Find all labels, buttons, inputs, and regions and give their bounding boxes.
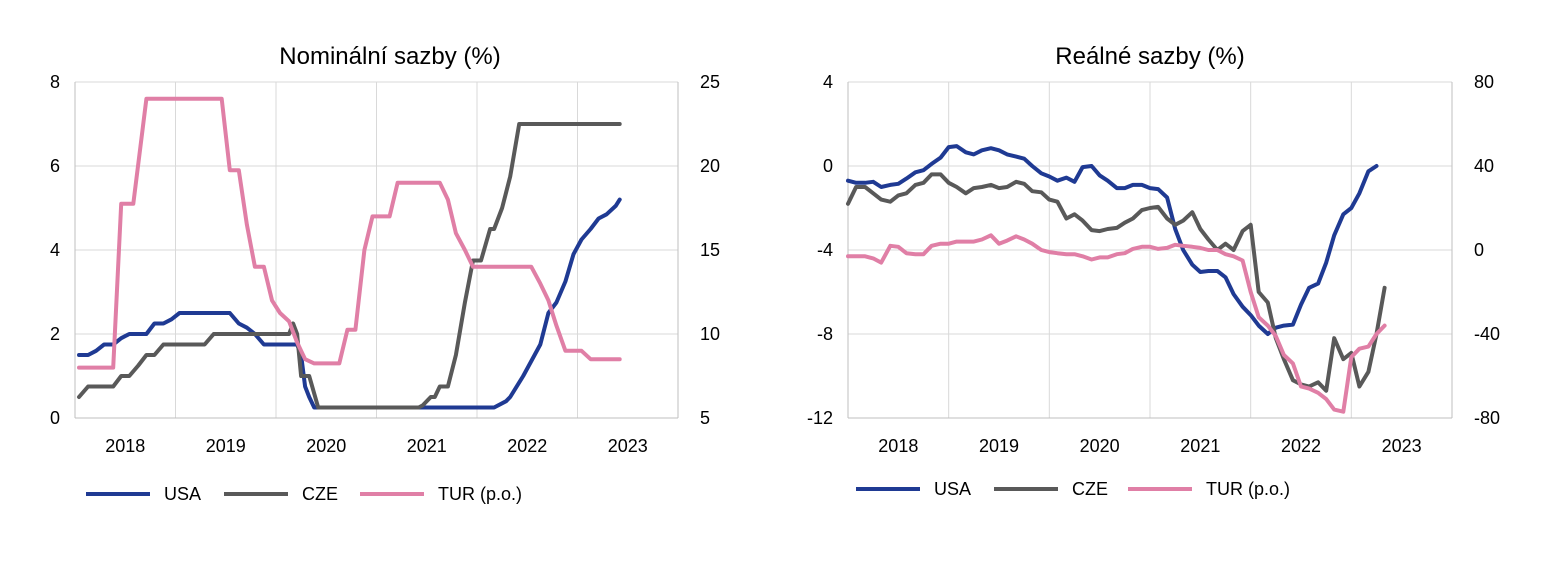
series-line-cze [77, 122, 622, 410]
legend: USA CZE TUR (p.o.) [856, 479, 1290, 499]
y-right-tick-label: 0 [1474, 240, 1484, 260]
legend-label-usa: USA [164, 484, 201, 504]
x-tick-label: 2019 [979, 436, 1019, 456]
gridlines [848, 81, 1452, 419]
nominal-rates-chart: Nominální sazby (%) 0 2 4 6 8 5 10 15 20 25 2018 20… [50, 43, 720, 504]
tick-labels: 0 2 4 6 8 5 10 15 20 25 2018 2019 2020 2021 2022 2023 [50, 72, 720, 456]
y-right-tick-label: 5 [700, 408, 710, 428]
series-line-tur-p-o [77, 96, 622, 370]
y-left-tick-label: 2 [50, 324, 60, 344]
axes [847, 82, 1453, 419]
y-right-tick-label: 15 [700, 240, 720, 260]
x-tick-label: 2023 [1382, 436, 1422, 456]
y-left-tick-label: -12 [807, 408, 833, 428]
x-tick-label: 2022 [1281, 436, 1321, 456]
x-tick-label: 2019 [206, 436, 246, 456]
x-tick-label: 2021 [1180, 436, 1220, 456]
gridlines [75, 81, 678, 419]
series-lines [846, 144, 1387, 414]
y-right-tick-label: 20 [700, 156, 720, 176]
chart-title: Nominální sazby (%) [279, 43, 500, 70]
real-rates-chart: Reálné sazby (%) -12-8-404-80-4004080201… [807, 43, 1500, 499]
series-line-usa [77, 197, 622, 410]
series-lines [77, 96, 622, 410]
y-left-tick-label: 8 [50, 72, 60, 92]
x-tick-label: 2018 [105, 436, 145, 456]
x-tick-label: 2023 [608, 436, 648, 456]
legend-label-usa: USA [934, 479, 971, 499]
y-left-tick-label: -4 [817, 240, 833, 260]
y-right-tick-label: 10 [700, 324, 720, 344]
x-tick-label: 2021 [407, 436, 447, 456]
y-right-tick-label: 80 [1474, 72, 1494, 92]
legend-label-cze: CZE [302, 484, 338, 504]
y-left-tick-label: 0 [50, 408, 60, 428]
x-tick-label: 2022 [507, 436, 547, 456]
legend: USA CZE TUR (p.o.) [86, 484, 522, 504]
y-left-tick-label: 4 [823, 72, 833, 92]
legend-label-cze: CZE [1072, 479, 1108, 499]
y-left-tick-label: -8 [817, 324, 833, 344]
x-tick-label: 2020 [306, 436, 346, 456]
y-left-tick-label: 6 [50, 156, 60, 176]
y-right-tick-label: 25 [700, 72, 720, 92]
series-line-usa [846, 144, 1379, 336]
y-right-tick-label: -40 [1474, 324, 1500, 344]
y-right-tick-label: -80 [1474, 408, 1500, 428]
legend-label-tur: TUR (p.o.) [438, 484, 522, 504]
x-tick-label: 2020 [1080, 436, 1120, 456]
y-left-tick-label: 0 [823, 156, 833, 176]
y-right-tick-label: 40 [1474, 156, 1494, 176]
x-tick-label: 2018 [878, 436, 918, 456]
axes [74, 82, 679, 419]
legend-label-tur: TUR (p.o.) [1206, 479, 1290, 499]
series-line-tur-p-o [846, 233, 1387, 414]
series-line-cze [846, 172, 1387, 393]
y-left-tick-label: 4 [50, 240, 60, 260]
chart-title: Reálné sazby (%) [1055, 43, 1244, 70]
